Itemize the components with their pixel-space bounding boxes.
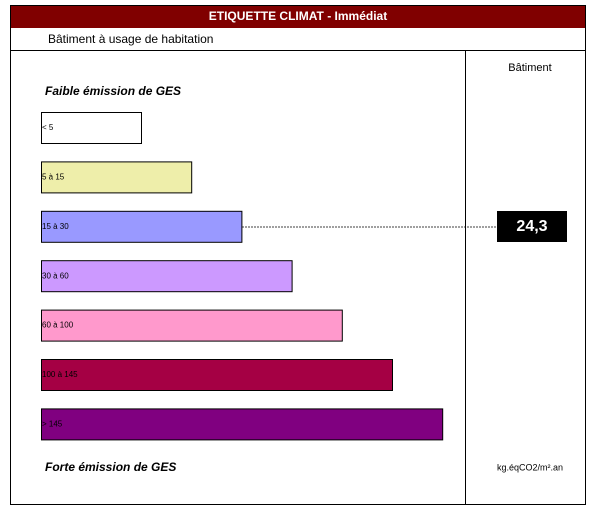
header-bar	[11, 6, 585, 28]
class-bar	[41, 210, 243, 243]
class-bar	[41, 112, 142, 144]
class-bar	[41, 408, 444, 441]
class-bar	[41, 359, 393, 391]
class-label: 15 à 30	[42, 222, 69, 231]
class-label: > 145	[42, 420, 63, 429]
class-label: 60 à 100	[42, 321, 74, 330]
class-label: 100 à 145	[42, 370, 78, 379]
class-label: 30 à 60	[42, 271, 69, 280]
class-label: 5 à 15	[42, 173, 65, 182]
unit: kg.éqCO2/m².an	[497, 462, 563, 472]
bottom-label: Forte émission de GES	[45, 460, 176, 474]
top-label: Faible émission de GES	[45, 84, 181, 98]
class-label: < 5	[42, 123, 54, 132]
column-header: Bâtiment	[508, 62, 551, 74]
class-bar	[41, 260, 293, 293]
indicator-value: 24,3	[516, 218, 547, 235]
title: ETIQUETTE CLIMAT - Immédiat	[209, 9, 387, 23]
class-bar	[41, 309, 343, 342]
indicator-box	[497, 211, 567, 242]
subtitle: Bâtiment à usage de habitation	[48, 32, 213, 46]
class-bar	[41, 161, 193, 194]
